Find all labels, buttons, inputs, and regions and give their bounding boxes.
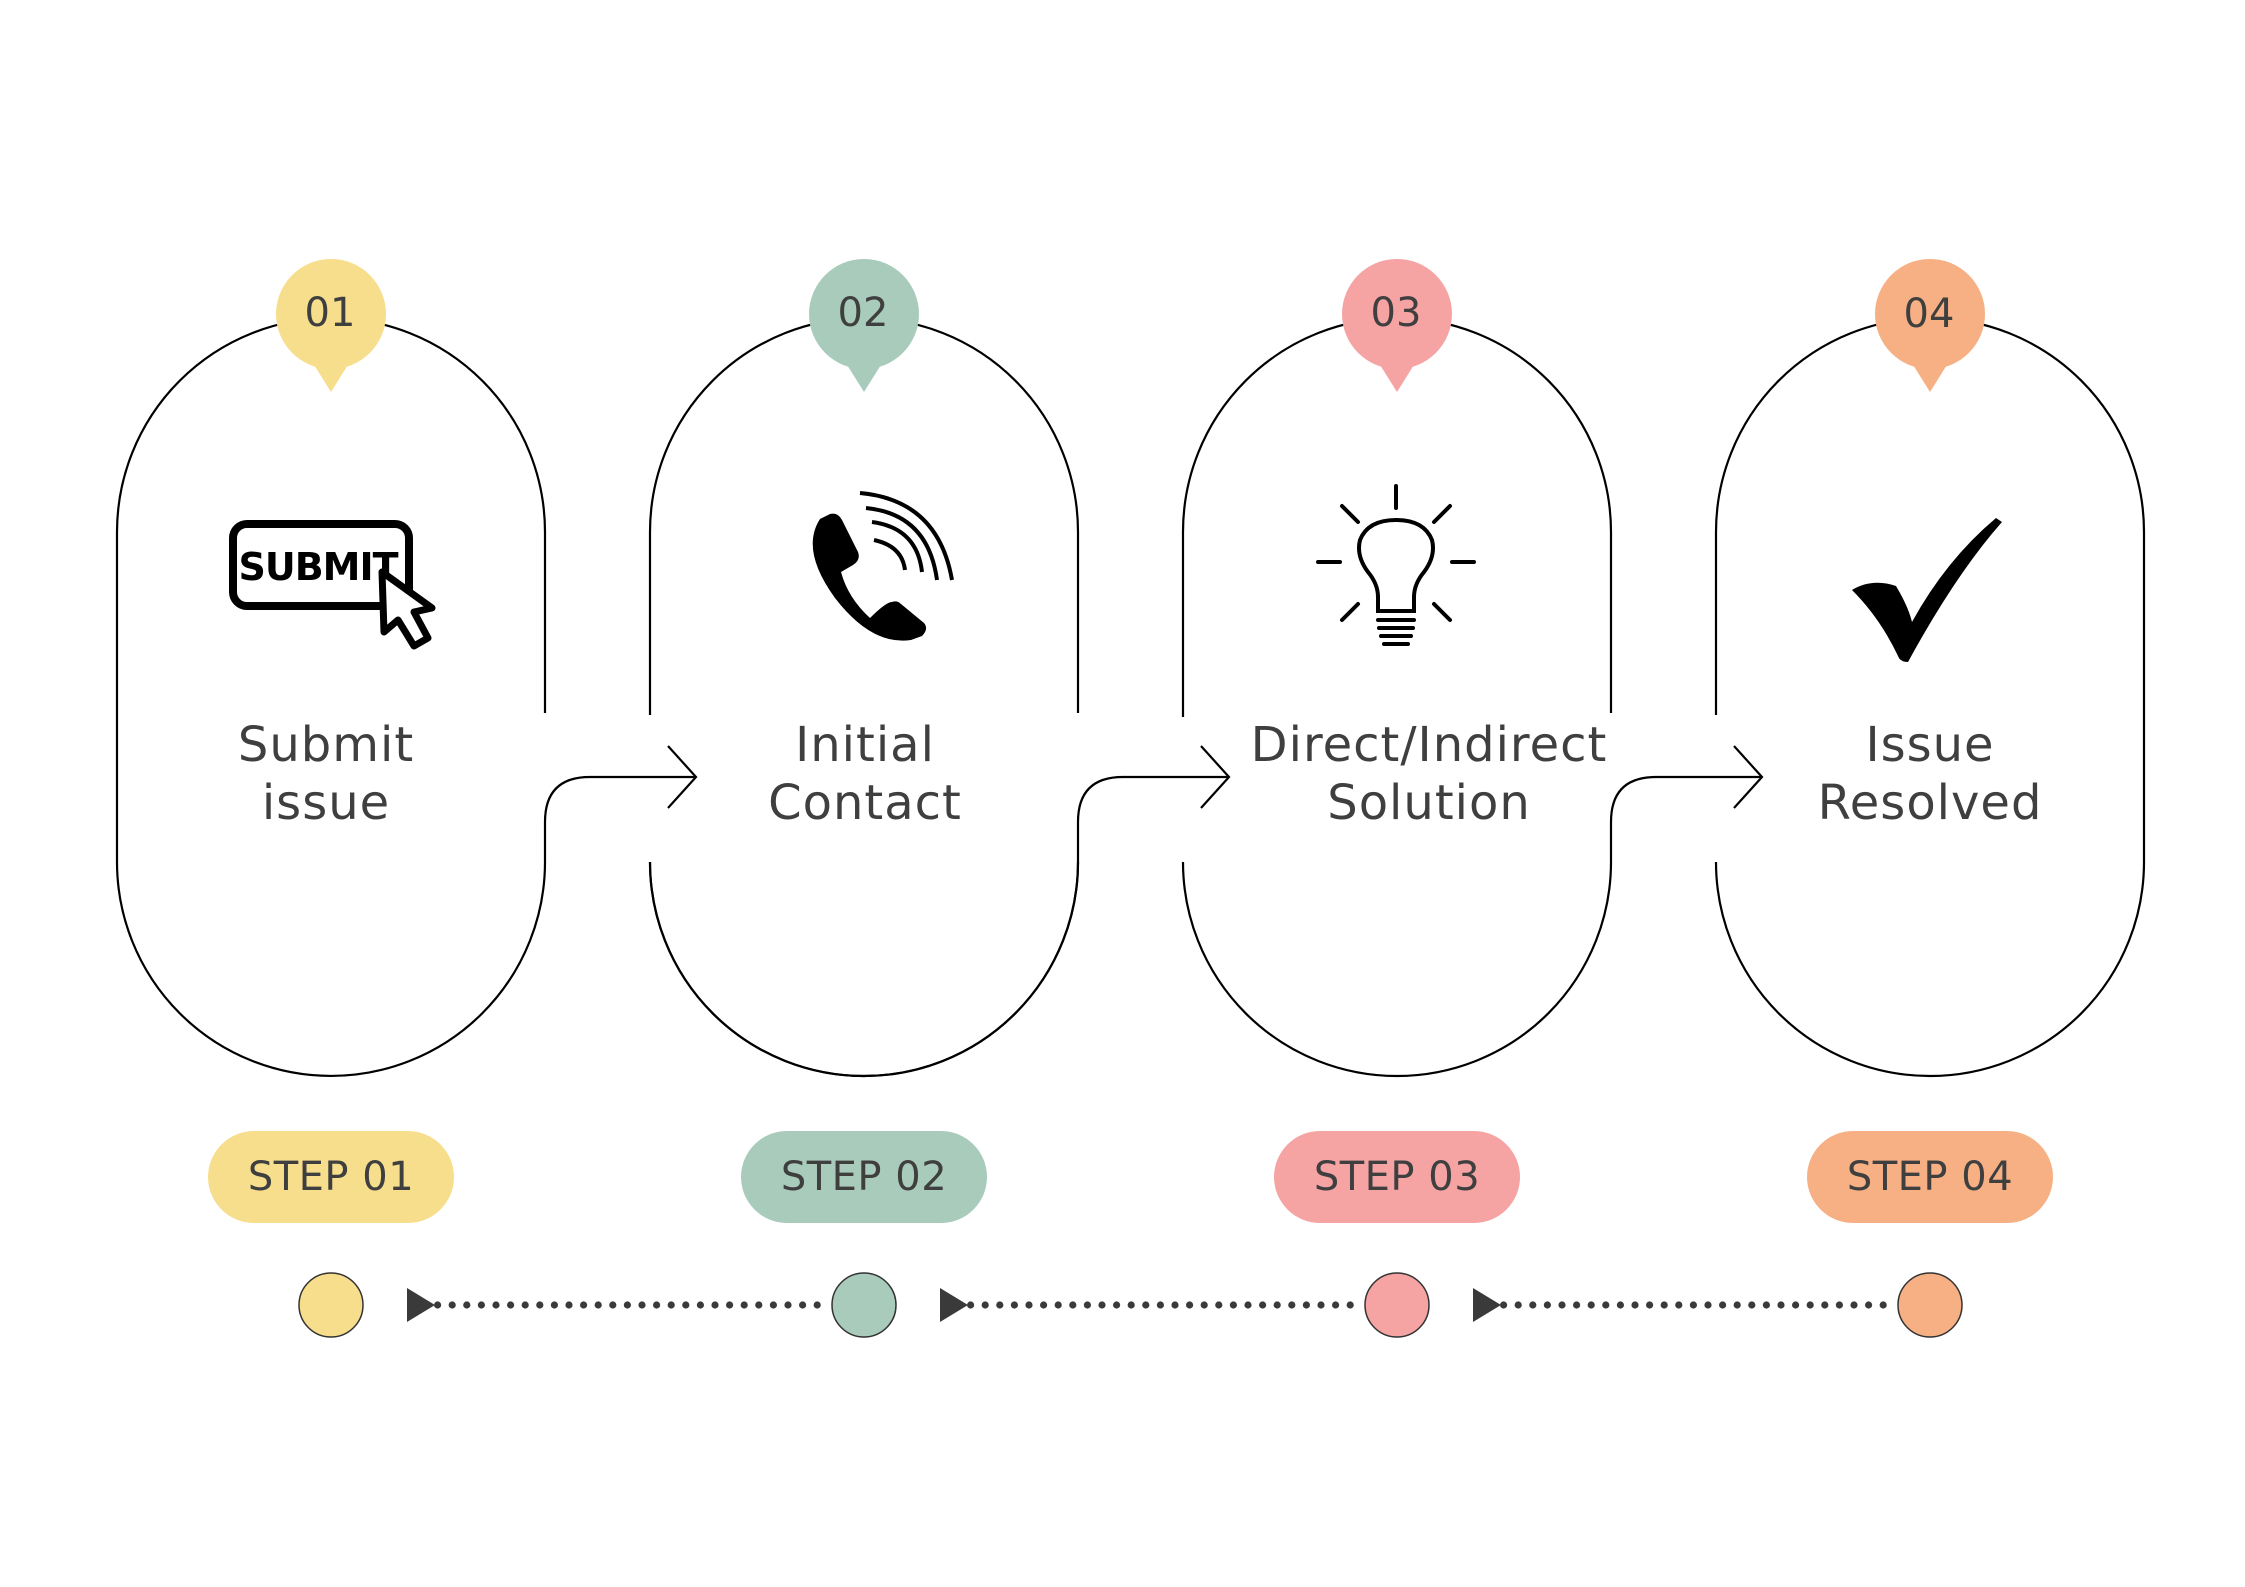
number-pin-02 <box>809 259 919 392</box>
timeline-dots-1 <box>419 1301 821 1309</box>
step-badge-01: STEP 01 <box>208 1131 454 1223</box>
timeline-node-04 <box>1897 1272 1963 1338</box>
capsule-step-04 <box>1714 316 2146 1078</box>
step-badge-04: STEP 04 <box>1807 1131 2053 1223</box>
step-badge-02: STEP 02 <box>741 1131 987 1223</box>
timeline-dots-3 <box>1485 1301 1887 1309</box>
number-pin-01 <box>276 259 386 392</box>
checkmark-icon <box>1852 518 2002 662</box>
number-pin-04 <box>1875 259 1985 392</box>
step-title-02: Initial Contact <box>655 716 1075 832</box>
step-badge-03: STEP 03 <box>1274 1131 1520 1223</box>
arrow-head-3 <box>1733 745 1764 809</box>
capsule-step-03-bottom <box>1181 861 1613 1078</box>
timeline-arrow-1 <box>407 1288 435 1322</box>
arrow-head-2 <box>1200 745 1231 809</box>
timeline-node-02 <box>831 1272 897 1338</box>
step-number-04: 04 <box>1903 291 1955 337</box>
step-title-04: Issue Resolved <box>1720 716 2140 832</box>
step-title-03-line-2: Solution <box>1327 775 1531 831</box>
step-number-01: 01 <box>304 290 356 336</box>
step-title-02-line-2: Contact <box>768 775 962 831</box>
capsule-step-02 <box>648 316 1229 1078</box>
step-number-03: 03 <box>1370 290 1422 336</box>
submit-button-icon: SUBMIT <box>229 520 436 650</box>
arrow-head-1 <box>667 745 698 809</box>
step-title-03-line-1: Direct/Indirect <box>1250 717 1608 773</box>
submit-icon-text: SUBMIT <box>238 545 398 589</box>
timeline-node-01 <box>298 1272 364 1338</box>
step-title-01-line-1: Submit <box>237 717 415 773</box>
capsule-step-01 <box>115 316 696 1078</box>
step-number-02: 02 <box>837 290 889 336</box>
timeline-arrow-2 <box>940 1288 968 1322</box>
capsule-step-02-bottom <box>648 861 1080 1078</box>
number-pin-03 <box>1342 259 1452 392</box>
step-title-01: Submit issue <box>116 716 536 832</box>
phone-icon <box>812 491 954 641</box>
step-title-03: Direct/Indirect Solution <box>1219 716 1639 832</box>
step-title-02-line-1: Initial <box>795 717 935 773</box>
timeline-dots-2 <box>952 1301 1354 1309</box>
timeline-arrow-3 <box>1473 1288 1501 1322</box>
step-title-04-line-2: Resolved <box>1817 775 2043 831</box>
step-title-01-line-2: issue <box>261 775 391 831</box>
step-title-04-line-1: Issue <box>1865 717 1995 773</box>
lightbulb-icon <box>1316 484 1476 646</box>
timeline-node-03 <box>1364 1272 1430 1338</box>
